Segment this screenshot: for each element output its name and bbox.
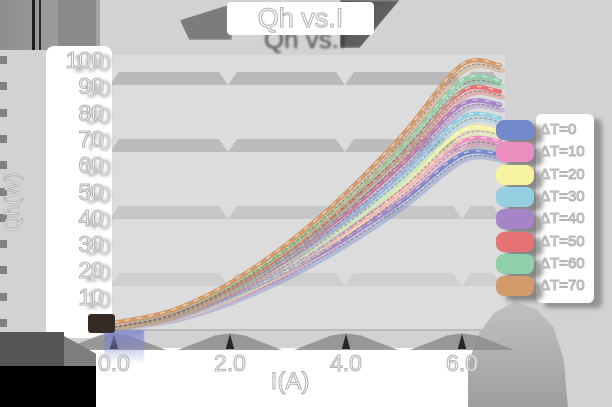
grid-band xyxy=(110,72,228,85)
legend-label: ΔT=0 xyxy=(539,120,577,138)
curve-ΔT=40 xyxy=(113,103,505,331)
grid-band xyxy=(228,72,345,85)
y-tick-label: 30 xyxy=(78,230,105,257)
legend-swatch xyxy=(496,231,534,252)
curve-ΔT=10 xyxy=(113,141,502,328)
legend-swatch xyxy=(496,186,534,207)
grid-band xyxy=(345,72,462,85)
legend-panel xyxy=(536,114,594,303)
x-tick-label: 4.0 xyxy=(329,349,362,376)
curve-ΔT=70 xyxy=(113,63,505,331)
ghost-dash xyxy=(0,293,7,301)
curve-ΔT=70 xyxy=(112,59,501,324)
grid-band xyxy=(110,273,228,286)
curve-ΔT=0 xyxy=(113,154,505,331)
x-tick-mark xyxy=(341,334,351,349)
y-tick-label: 40 xyxy=(78,204,105,231)
legend-swatch xyxy=(496,209,534,230)
x-tick-label: 0.0 xyxy=(97,349,130,376)
x-tick-label: 2.0 xyxy=(213,349,246,376)
grid-band xyxy=(228,139,345,152)
ghost-dash xyxy=(0,161,7,169)
curve-ΔT=0 xyxy=(113,154,502,328)
y-tick-label: 50 xyxy=(78,178,105,205)
grid-band xyxy=(228,206,345,219)
grid-band xyxy=(462,206,502,219)
curve-ΔT=60 xyxy=(112,75,501,324)
legend-swatch xyxy=(496,164,534,185)
y-tick-label: 60 xyxy=(78,151,105,178)
y-tick-label: 90 xyxy=(78,72,105,99)
curve-ΔT=20 xyxy=(112,126,501,324)
curve-ΔT=70 xyxy=(113,63,502,328)
curves-canvas xyxy=(107,55,505,331)
curve-ΔT=10 xyxy=(113,140,505,331)
glitch-bar-icon xyxy=(39,0,41,50)
curve-ΔT=60 xyxy=(113,79,505,331)
y-tick-label: 70 xyxy=(78,125,105,152)
x-tick-label: 6.0 xyxy=(445,349,478,376)
title-left-smudge xyxy=(180,4,232,40)
x-axis-title: I(A) xyxy=(270,367,310,395)
glitch-topleft-shade xyxy=(58,0,96,50)
ghost-dash xyxy=(0,266,7,274)
y-tick-label: 100 xyxy=(65,46,104,73)
legend-label: ΔT=50 xyxy=(539,232,585,250)
curve-ΔT=30 xyxy=(113,117,502,328)
ghost-dash xyxy=(0,188,7,196)
grid-band xyxy=(110,206,228,219)
legend-label: ΔT=70 xyxy=(539,277,585,295)
curve-ΔT=20 xyxy=(113,130,502,328)
y-tick-label: 10 xyxy=(78,283,105,310)
x-tick-mark xyxy=(225,334,235,349)
y-axis-panel xyxy=(46,46,112,338)
curve-ΔT=0 xyxy=(112,150,501,324)
ghost-dash xyxy=(0,56,7,64)
curve-ΔT=30 xyxy=(113,116,505,331)
ghost-dash xyxy=(0,109,7,117)
glitch-bottomleft-black xyxy=(0,366,96,407)
legend-label: ΔT=30 xyxy=(539,187,585,205)
page-title: Qh vs.I xyxy=(257,2,344,33)
legend-label: ΔT=60 xyxy=(539,254,585,272)
origin-color-smear xyxy=(104,330,144,364)
legend-label: ΔT=20 xyxy=(539,165,585,183)
x-axis-panel xyxy=(85,348,499,407)
title-box: Qh vs.I xyxy=(227,2,374,35)
origin-ghost-blob xyxy=(88,314,115,333)
curve-ΔT=50 xyxy=(113,90,505,331)
legend: ΔT=0 ΔT=10 ΔT=20 ΔT=30 ΔT=40 ΔT=50 ΔT=60 ΔT=70 xyxy=(496,114,612,306)
grid-band xyxy=(110,139,228,152)
curve-ΔT=20 xyxy=(113,130,505,331)
legend-label: ΔT=40 xyxy=(539,210,585,228)
curve-ΔT=40 xyxy=(112,99,501,324)
y-tick-label: 80 xyxy=(78,99,105,126)
curve-ΔT=60 xyxy=(113,79,502,328)
ghost-dash xyxy=(0,240,7,248)
ghost-dash xyxy=(0,82,7,90)
ghost-dash xyxy=(0,214,7,222)
grid-band xyxy=(345,273,462,286)
glitch-bottomleft-gray xyxy=(0,332,64,368)
curve-ΔT=50 xyxy=(113,90,502,328)
legend-swatch xyxy=(496,276,534,297)
glitch-bar-icon xyxy=(32,0,35,50)
y-axis-title: Qh(W) xyxy=(1,172,24,232)
grid-band xyxy=(462,273,502,286)
plot-area xyxy=(107,55,505,331)
legend-swatch xyxy=(496,142,534,163)
y-tick-label: 20 xyxy=(78,256,105,283)
curve-ΔT=40 xyxy=(113,103,502,328)
legend-swatch xyxy=(496,253,534,274)
ghost-dash xyxy=(0,319,7,327)
x-tick-mark xyxy=(457,334,467,349)
legend-swatch xyxy=(496,120,534,140)
legend-label: ΔT=10 xyxy=(539,143,585,161)
ghost-dash xyxy=(0,135,7,143)
